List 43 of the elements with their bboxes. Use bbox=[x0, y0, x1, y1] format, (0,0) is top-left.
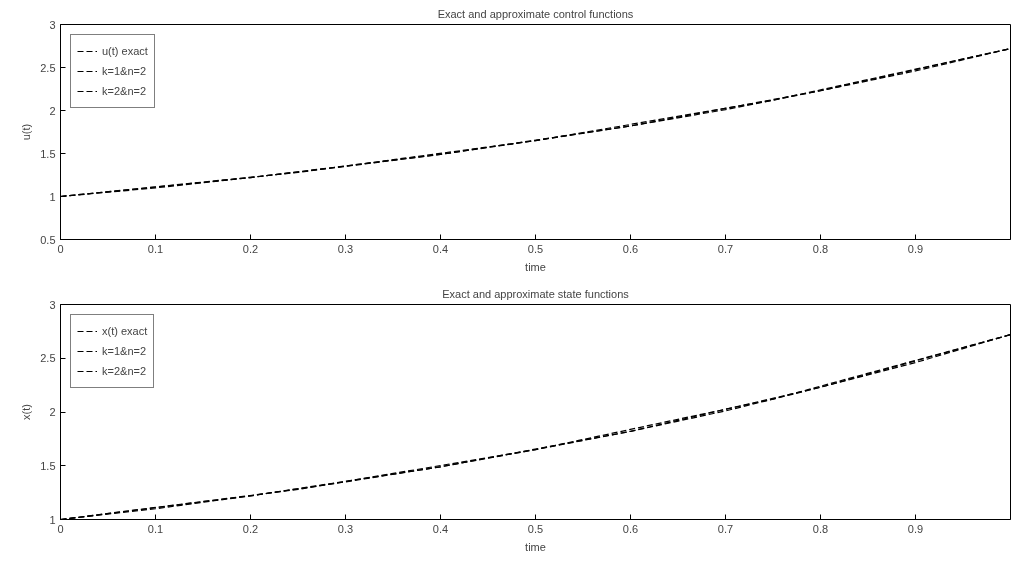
x-tick-label: 0.8 bbox=[812, 522, 829, 535]
y-tick-label: 1.5 bbox=[40, 147, 56, 160]
y-tick-label: 1 bbox=[49, 513, 56, 526]
x-axis-title: time bbox=[525, 260, 546, 273]
legend-label: k=1&n=2 bbox=[102, 345, 147, 357]
legend-label: u(t) exact bbox=[102, 45, 148, 57]
y-axis-title: u(t) bbox=[20, 123, 33, 141]
x-tick-label: 0 bbox=[57, 242, 64, 255]
x-tick-label: 0.1 bbox=[147, 242, 164, 255]
x-axis-title: time bbox=[525, 540, 546, 553]
x-tick-label: 0.5 bbox=[527, 522, 544, 535]
x-tick-label: 0.2 bbox=[242, 522, 259, 535]
legend-label: k=2&n=2 bbox=[102, 85, 147, 97]
x-tick-label: 0.1 bbox=[147, 522, 164, 535]
y-tick-label: 0.5 bbox=[40, 233, 56, 246]
y-tick-label: 3 bbox=[49, 18, 56, 31]
x-tick-label: 0.7 bbox=[717, 242, 734, 255]
x-tick-label: 0.3 bbox=[337, 242, 354, 255]
x-tick-label: 0.8 bbox=[812, 242, 829, 255]
y-tick-label: 2 bbox=[49, 406, 56, 418]
x-tick-label: 0.6 bbox=[622, 242, 639, 255]
chart-title: Exact and approximate state functions bbox=[442, 287, 630, 300]
x-tick-label: 0.4 bbox=[432, 522, 449, 535]
y-axis-title: x(t) bbox=[20, 404, 33, 420]
x-tick-label: 0 bbox=[57, 522, 64, 535]
y-tick-label: 3 bbox=[49, 298, 56, 311]
legend-label: k=1&n=2 bbox=[102, 65, 147, 77]
legend-label: x(t) exact bbox=[102, 325, 148, 337]
legend-label: k=2&n=2 bbox=[102, 365, 147, 377]
x-tick-label: 0.9 bbox=[907, 522, 924, 535]
x-tick-label: 0.3 bbox=[337, 522, 354, 535]
y-tick-label: 2 bbox=[49, 104, 56, 117]
x-tick-label: 0.9 bbox=[907, 242, 924, 255]
x-tick-label: 0.2 bbox=[242, 242, 259, 255]
x-tick-label: 0.5 bbox=[527, 242, 544, 255]
chart-title: Exact and approximate control functions bbox=[437, 7, 634, 20]
y-tick-label: 1 bbox=[49, 190, 56, 203]
x-tick-label: 0.7 bbox=[717, 522, 734, 535]
x-tick-label: 0.6 bbox=[622, 522, 639, 535]
y-tick-label: 1.5 bbox=[40, 459, 56, 472]
y-tick-label: 2.5 bbox=[40, 352, 56, 365]
y-tick-label: 2.5 bbox=[40, 61, 56, 74]
x-tick-label: 0.4 bbox=[432, 242, 449, 255]
